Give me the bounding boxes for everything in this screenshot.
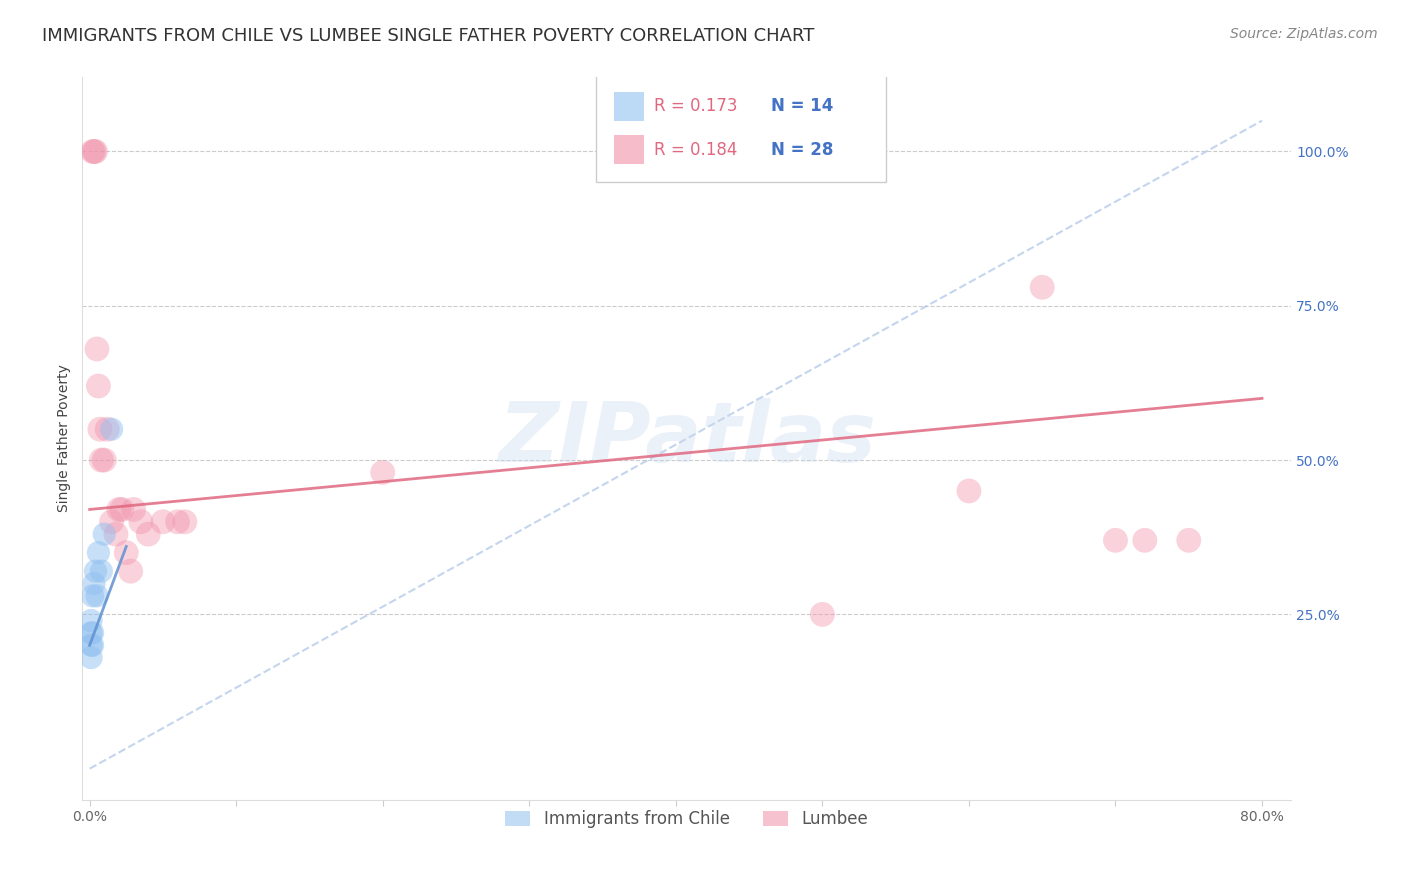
- Point: [82, 626, 104, 640]
- Point: [811, 607, 834, 622]
- Point: [166, 515, 188, 529]
- Point: [129, 515, 152, 529]
- Point: [90, 453, 112, 467]
- Point: [1177, 533, 1199, 548]
- Point: [84, 564, 107, 578]
- Point: [82, 638, 104, 652]
- Point: [80, 638, 103, 652]
- Point: [108, 502, 131, 516]
- Text: N = 28: N = 28: [772, 141, 834, 159]
- Point: [93, 527, 115, 541]
- Point: [136, 527, 159, 541]
- Point: [111, 502, 134, 516]
- Point: [100, 515, 122, 529]
- Text: Source: ZipAtlas.com: Source: ZipAtlas.com: [1230, 27, 1378, 41]
- Point: [90, 564, 112, 578]
- Point: [84, 145, 107, 159]
- Text: R = 0.184: R = 0.184: [654, 141, 738, 159]
- Point: [89, 422, 111, 436]
- Y-axis label: Single Father Poverty: Single Father Poverty: [58, 365, 72, 512]
- Point: [371, 466, 394, 480]
- FancyBboxPatch shape: [596, 70, 886, 182]
- Legend: Immigrants from Chile, Lumbee: Immigrants from Chile, Lumbee: [499, 803, 875, 835]
- Point: [105, 527, 128, 541]
- Point: [173, 515, 195, 529]
- Point: [82, 145, 104, 159]
- Point: [80, 626, 103, 640]
- Point: [93, 453, 115, 467]
- Point: [1031, 280, 1053, 294]
- Text: R = 0.173: R = 0.173: [654, 97, 738, 115]
- Text: N = 14: N = 14: [772, 97, 834, 115]
- FancyBboxPatch shape: [614, 136, 644, 164]
- Point: [122, 502, 145, 516]
- Text: IMMIGRANTS FROM CHILE VS LUMBEE SINGLE FATHER POVERTY CORRELATION CHART: IMMIGRANTS FROM CHILE VS LUMBEE SINGLE F…: [42, 27, 814, 45]
- Point: [82, 589, 104, 603]
- Point: [83, 145, 105, 159]
- Point: [83, 576, 105, 591]
- FancyBboxPatch shape: [614, 92, 644, 120]
- Point: [1104, 533, 1126, 548]
- Point: [86, 589, 108, 603]
- Point: [152, 515, 174, 529]
- Point: [87, 379, 110, 393]
- Point: [120, 564, 142, 578]
- Point: [1133, 533, 1156, 548]
- Point: [115, 546, 138, 560]
- Point: [80, 650, 103, 665]
- Point: [87, 546, 110, 560]
- Point: [86, 342, 108, 356]
- Point: [80, 614, 103, 628]
- Point: [957, 483, 980, 498]
- Point: [100, 422, 122, 436]
- Text: ZIPatlas: ZIPatlas: [498, 398, 876, 479]
- Point: [96, 422, 118, 436]
